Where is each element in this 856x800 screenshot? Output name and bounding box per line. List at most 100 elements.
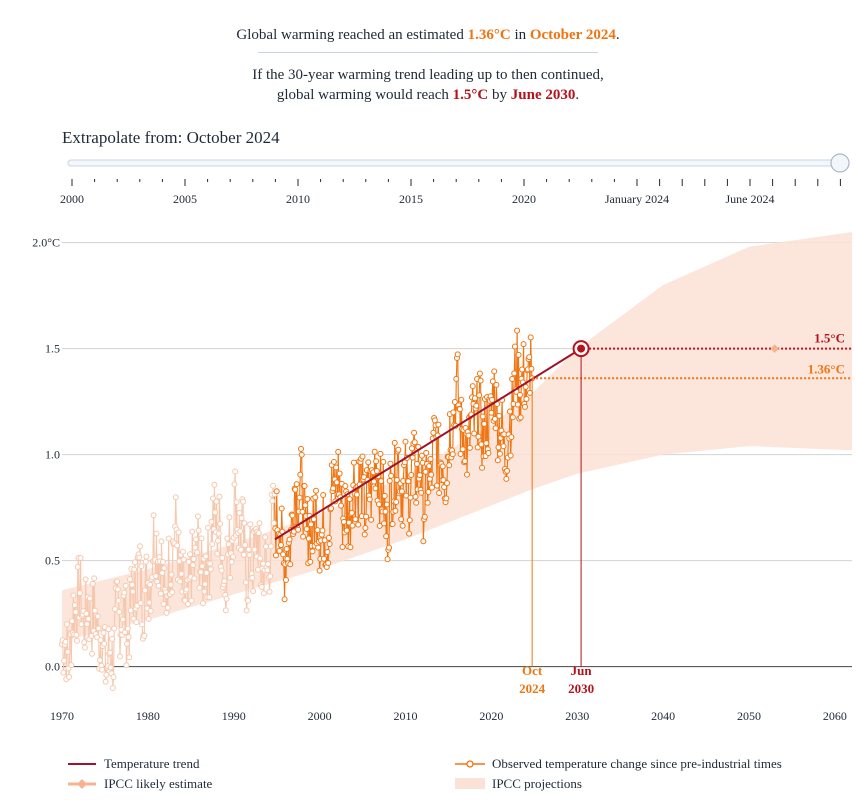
observed-segment [264,537,267,547]
observed-point [291,485,298,492]
legend-swatch-ipcc [455,778,485,789]
slider-label-prefix: Extrapolate from: [62,128,187,147]
extrapolate-slider[interactable]: 2000 2005 2010 2015 2020 January 2024 Ju… [0,150,856,210]
observed-segment [249,524,252,579]
observed-segment [306,499,309,564]
headline-text: Global warming reached an estimated [236,27,468,43]
observed-point [96,665,103,672]
observed-point [281,596,288,603]
observed-segment [337,451,340,495]
slider-handle[interactable] [830,153,850,173]
observed-point [156,554,163,561]
observed-point [135,551,142,558]
observed-point [225,551,232,558]
observed-segment [145,556,148,609]
observed-segment [261,563,264,569]
observed-segment [127,637,130,658]
observed-segment [286,548,288,559]
observed-point [407,494,414,501]
observed-segment [500,400,503,431]
observed-segment [85,613,88,625]
observed-segment [246,599,248,611]
observed-segment [164,589,167,593]
observed-point [412,493,419,500]
observed-point [480,453,487,460]
observed-point [521,403,528,410]
observed-point [484,394,491,401]
observed-segment [221,557,224,588]
observed-point [524,367,531,374]
observed-point [452,422,459,429]
observed-point [381,492,388,499]
observed-point [324,549,331,556]
observed-point [104,664,111,671]
observed-segment [470,397,473,415]
observed-segment [472,386,475,404]
observed-segment [422,462,424,542]
observed-segment [170,574,173,593]
observed-segment [340,483,343,506]
observed-point [357,458,364,465]
observed-segment [429,459,432,475]
observed-segment [462,429,464,450]
observed-segment [366,470,369,481]
x-tick-label: 2020 [479,709,503,723]
slider-track[interactable] [67,159,845,167]
observed-point [464,471,471,478]
observed-point [368,467,375,474]
observed-segment [350,512,353,515]
observed-segment [405,457,408,496]
observed-point [311,542,318,549]
observed-point [442,499,449,506]
observed-point [400,477,407,484]
observed-point [479,413,486,420]
observed-segment [352,462,355,486]
observed-segment [404,441,407,463]
observed-point [76,589,83,596]
observed-point [403,492,410,499]
observed-segment [110,667,112,674]
observed-point [106,650,113,657]
observed-point [161,565,168,572]
headline-projection: If the 30-year warming trend leading up … [0,65,856,105]
observed-segment [441,466,444,481]
observed-point [69,618,76,625]
observed-point [391,439,398,446]
observed-point [433,482,440,489]
observed-segment [438,464,441,493]
observed-point [468,411,475,418]
observed-point [184,577,191,584]
observed-point [359,453,366,460]
observed-segment [494,418,497,429]
observed-segment [200,538,203,567]
observed-segment [260,584,263,588]
observed-segment [439,462,442,465]
observed-segment [491,381,494,400]
observed-point [511,343,518,350]
observed-segment [480,380,482,445]
observed-segment [121,619,124,635]
observed-point [59,641,65,648]
observed-point [104,663,111,670]
observed-segment [188,561,190,579]
observed-point [504,454,511,461]
observed-segment [354,493,356,520]
observed-point [124,625,131,632]
observed-segment [387,549,389,560]
observed-segment [216,540,219,554]
observed-segment [72,595,75,635]
observed-segment [101,646,104,670]
observed-segment [368,495,371,500]
observed-point [109,635,116,642]
observed-point [475,433,482,440]
observed-point [416,472,423,479]
observed-segment [255,528,258,557]
observed-point [438,460,445,467]
observed-segment [181,551,184,592]
observed-segment [312,498,315,520]
observed-point [98,662,105,669]
observed-point [330,485,337,492]
observed-point [223,595,230,602]
observed-segment [283,563,286,600]
observed-point [492,425,499,432]
